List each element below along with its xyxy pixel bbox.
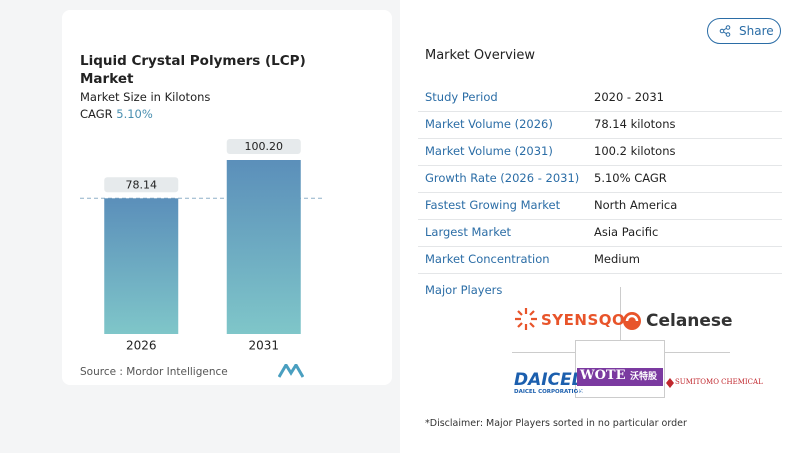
row-label: Largest Market [425, 225, 512, 239]
overview-title: Market Overview [425, 48, 536, 63]
bar [104, 198, 179, 334]
logo-text: WOTE [580, 368, 626, 383]
row-label: Market Volume (2026) [425, 117, 553, 131]
overview-row: Largest Market Asia Pacific [418, 219, 782, 247]
row-label: Market Concentration [425, 252, 550, 266]
row-value: 5.10% CAGR [594, 171, 667, 185]
chart-title: Liquid Crystal Polymers (LCP) Market [80, 53, 306, 87]
row-value: Medium [594, 252, 640, 266]
logo: WOTE 沃特股份 [577, 368, 663, 397]
logo: DAICEL CORPORATION [514, 389, 583, 395]
share-label: Share [739, 24, 774, 38]
row-value: 100.2 kilotons [594, 144, 676, 158]
row-value: Asia Pacific [594, 225, 659, 239]
row-label: Growth Rate (2026 - 2031) [425, 171, 580, 185]
overview-row: Growth Rate (2026 - 2031) 5.10% CAGR [418, 165, 782, 193]
cagr: CAGR 5.10% [80, 107, 153, 121]
x-tick-label: 2026 [126, 339, 157, 353]
logo: DAICEL [514, 370, 583, 390]
overview-row: Market Concentration Medium [418, 246, 782, 274]
logo: SYENSQO [541, 311, 626, 329]
x-tick-label: 2031 [248, 339, 279, 353]
row-label: Study Period [425, 90, 498, 104]
overview-row: Market Volume (2031) 100.2 kilotons [418, 138, 782, 166]
value-label: 78.14 [126, 178, 158, 191]
share-button[interactable]: Share [707, 18, 781, 44]
bar [226, 160, 301, 334]
row-value: North America [594, 198, 678, 212]
overview-row: Fastest Growing Market North America [418, 192, 782, 220]
brand-icon [278, 364, 304, 378]
disclaimer: *Disclaimer: Major Players sorted in no … [425, 418, 687, 429]
cagr-label: CAGR [80, 107, 113, 121]
value-label: 100.20 [245, 140, 284, 153]
celanese-icon [623, 312, 641, 330]
row-label: Fastest Growing Market [425, 198, 561, 212]
row-label: Market Volume (2031) [425, 144, 553, 158]
value-label-box [226, 139, 301, 154]
divider [620, 287, 621, 340]
source: Source : Mordor Intelligence [80, 366, 228, 378]
row-value: 78.14 kilotons [594, 117, 676, 131]
cagr-value: 5.10% [116, 107, 153, 121]
chart-subtitle: Market Size in Kilotons [80, 90, 211, 104]
value-label-box [104, 177, 179, 193]
logo: SUMITOMO CHEMICAL [675, 378, 763, 386]
logo: Celanese [646, 311, 733, 331]
players-title: Major Players [425, 283, 503, 297]
syensqo-icon [515, 308, 537, 330]
logo-text: 沃特股份 [577, 372, 658, 397]
sumitomo-icon [666, 378, 674, 388]
overview-row: Market Volume (2026) 78.14 kilotons [418, 111, 782, 139]
chart: 78.14 2026 100.20 2031 [80, 139, 325, 353]
overview-row: Study Period 2020 - 2031 [418, 84, 782, 112]
share-icon [719, 25, 731, 37]
row-value: 2020 - 2031 [594, 90, 664, 104]
